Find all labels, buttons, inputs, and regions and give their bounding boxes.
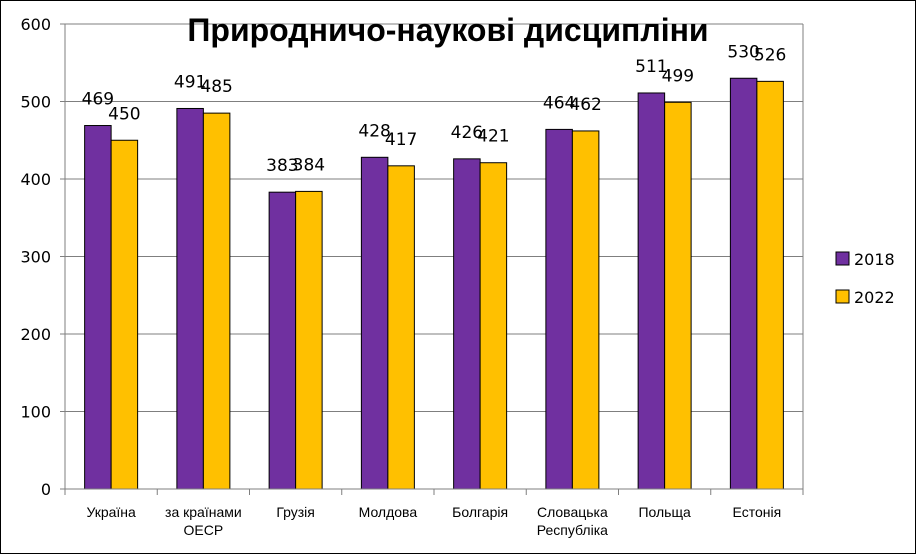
data-label-2022: 450 — [108, 104, 140, 124]
category-label: Молдова — [359, 504, 418, 520]
bar-2022 — [202, 112, 231, 490]
y-tick-label: 100 — [20, 403, 51, 422]
legend: 2018 2022 — [835, 250, 895, 307]
data-label-2018: 491 — [174, 72, 206, 92]
data-label-2018: 426 — [451, 123, 483, 143]
category-label: Республіка — [537, 522, 608, 538]
legend-swatch-2018 — [835, 251, 850, 266]
bar-2022 — [756, 80, 784, 490]
data-label-2018: 511 — [635, 57, 667, 77]
bar-2018 — [268, 191, 297, 490]
bar-2018 — [360, 156, 389, 490]
bar-2022 — [110, 139, 139, 490]
data-label-2018: 464 — [543, 93, 575, 113]
y-tick-label: 600 — [20, 15, 51, 34]
data-label-2022: 421 — [477, 127, 509, 147]
category-label: Грузія — [276, 504, 315, 520]
category-label: ОЕСР — [184, 522, 224, 538]
bar-2018 — [176, 107, 204, 490]
bar-2018 — [637, 92, 666, 490]
y-tick-label: 500 — [20, 93, 51, 112]
bar-2022 — [479, 162, 508, 490]
data-label-2022: 526 — [754, 45, 786, 65]
bars — [84, 77, 784, 490]
bar-2018 — [84, 125, 112, 490]
category-label: за країнами — [165, 504, 242, 520]
data-label-2022: 417 — [385, 130, 417, 150]
category-label: Польща — [638, 504, 691, 520]
chart-title: Природничо-наукові дисципліни — [187, 12, 708, 48]
data-label-2018: 469 — [82, 90, 114, 110]
category-label: Болгарія — [452, 504, 508, 520]
y-tick-label: 400 — [20, 170, 51, 189]
bar-2022 — [295, 190, 323, 490]
data-label-2022: 499 — [662, 66, 694, 86]
legend-label-2018: 2018 — [854, 250, 895, 269]
data-label-2022: 485 — [200, 77, 232, 97]
category-label: Україна — [86, 504, 136, 520]
y-tick-label: 300 — [20, 248, 51, 267]
legend-swatch-2022 — [835, 289, 850, 304]
category-label: Естонія — [733, 504, 782, 520]
data-label-2022: 384 — [293, 155, 325, 175]
bar-2022 — [664, 101, 692, 490]
data-label-2018: 383 — [266, 156, 298, 176]
axes: 0 100 200 300 400 500 600 Україна за країнами ОЕС… — [20, 15, 804, 538]
bar-2022 — [571, 130, 600, 490]
y-tick-label: 200 — [20, 325, 51, 344]
bar-2022 — [387, 165, 415, 490]
legend-label-2022: 2022 — [854, 288, 895, 307]
bar-2018 — [453, 158, 481, 490]
data-label-2022: 462 — [569, 95, 601, 115]
y-tick-label: 0 — [41, 480, 51, 499]
data-label-2018: 530 — [727, 42, 759, 62]
data-label-2018: 428 — [358, 121, 390, 141]
bar-2018 — [545, 128, 573, 490]
bar-2018 — [729, 77, 758, 490]
category-label: Словацька — [537, 504, 608, 520]
